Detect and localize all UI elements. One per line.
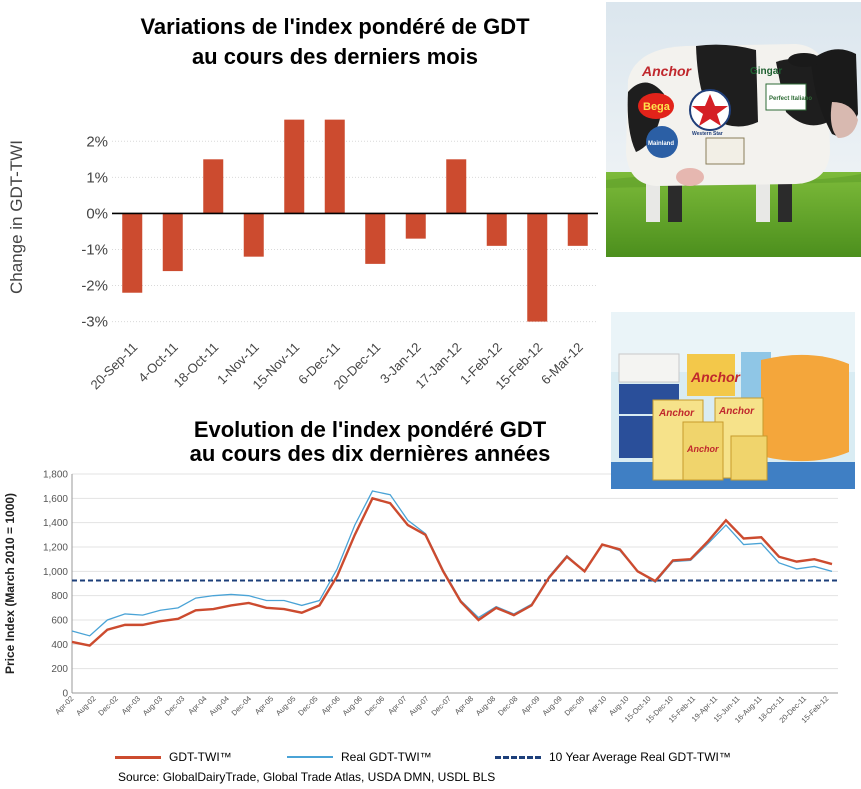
x-tick-label: Aug-09 [540, 694, 563, 717]
cheese-brand-label-4: Anchor [686, 444, 719, 454]
y-tick-label: 0% [86, 205, 108, 222]
x-tick-label: Aug-03 [141, 694, 164, 717]
x-tick-label: Apr-07 [386, 694, 408, 716]
x-tick-label: Aug-02 [74, 694, 97, 717]
cow-brand-bega: Bega [643, 101, 671, 113]
x-tick-label: Dec-02 [96, 694, 119, 717]
x-tick-label: Apr-10 [586, 694, 608, 716]
x-tick-label: 20-Sep-11 [88, 340, 141, 393]
legend-label-gdt-twi: GDT-TWI™ [169, 750, 232, 764]
bar [405, 213, 426, 239]
chart2-title-line1: Evolution de l'index pondéré GDT [193, 417, 547, 442]
x-tick-label: Aug-06 [341, 694, 364, 717]
y-tick-label: 0 [62, 689, 68, 700]
bar [284, 119, 305, 214]
legend-swatch-gdt-twi [115, 755, 161, 759]
y-axis-label: Price Index (March 2010 = 1000) [3, 493, 17, 674]
cheese-brand-label-2: Anchor [658, 408, 695, 419]
monthly-change-bar-chart: 2%1%0%-1%-2%-3%20-Sep-114-Oct-1118-Oct-1… [7, 119, 598, 393]
x-tick-label: Aug-04 [207, 694, 230, 717]
chart2-source: Source: GlobalDairyTrade, Global Trade A… [118, 770, 496, 784]
cheese-brand-label-3: Anchor [718, 406, 755, 417]
y-tick-label: 2% [86, 133, 108, 150]
y-tick-label: -3% [81, 314, 108, 331]
y-tick-label: 1,200 [43, 543, 68, 554]
x-tick-label: Apr-06 [320, 694, 342, 716]
cheese-products-photo: Anchor Anchor Anchor Anchor [611, 312, 855, 489]
y-tick-label: 1,000 [43, 567, 68, 578]
x-tick-label: Dec-06 [363, 694, 386, 717]
x-tick-label: Aug-07 [407, 694, 430, 717]
y-tick-label: 200 [51, 664, 68, 675]
bar [122, 213, 143, 293]
x-tick-label: Dec-03 [163, 694, 186, 717]
legend-label-real-gdt-twi: Real GDT-TWI™ [341, 750, 432, 764]
cheese-brand-label-1: Anchor [690, 369, 742, 385]
x-tick-label: Apr-08 [453, 694, 475, 716]
x-tick-label: Dec-09 [563, 694, 586, 717]
y-tick-label: 600 [51, 616, 68, 627]
y-tick-label: 400 [51, 640, 68, 651]
cow-photo: Anchor Gingar Perfect Italiano Bega West… [606, 2, 861, 257]
gdt-twi-line [71, 496, 833, 647]
bar [324, 119, 345, 214]
y-tick-label: -1% [81, 241, 108, 258]
x-tick-label: Apr-09 [519, 694, 541, 716]
y-tick-label: 800 [51, 591, 68, 602]
cow-brand-gingar: Gingar [750, 66, 782, 77]
x-tick-label: Dec-07 [429, 694, 452, 717]
x-tick-label: 6-Mar-12 [538, 340, 586, 388]
bar [162, 213, 183, 272]
bar [527, 213, 548, 322]
cow-brand-anchor: Anchor [641, 63, 693, 79]
x-tick-label: Apr-04 [186, 694, 208, 716]
ten-year-index-line-chart: 0 200 400 600 800 1,000 1,200 1,400 1,600 1,800 Ap… [3, 470, 838, 725]
x-tick-label: Dec-04 [230, 694, 253, 717]
cow-brand-western-star: Western Star [692, 131, 723, 137]
bar [446, 159, 467, 214]
chart1-title-line2: au cours des derniers mois [191, 44, 479, 69]
x-tick-label: 18-Oct-11 [171, 340, 222, 391]
chart1-title-line1: Variations de l'index pondéré de GDT [140, 14, 530, 39]
x-tick-label: Apr-03 [120, 694, 142, 716]
chart2-title: Evolution de l'index pondéré GDT au cour… [150, 418, 590, 466]
x-tick-label: Dec-05 [296, 694, 319, 717]
y-axis-label: Change in GDT-TWI [7, 140, 26, 294]
x-tick-label: Aug-08 [474, 694, 497, 717]
y-tick-label: 1,600 [43, 494, 68, 505]
y-tick-label: -2% [81, 278, 108, 295]
chart2-legend: GDT-TWI™ Real GDT-TWI™ 10 Year Average R… [0, 746, 861, 786]
bar [365, 213, 386, 264]
y-tick-label: 1,400 [43, 518, 68, 529]
legend-swatch-real-gdt-twi [287, 756, 333, 758]
cow-brand-mainland: Mainland [648, 141, 674, 147]
legend-item-real-gdt-twi: Real GDT-TWI™ [287, 750, 432, 764]
chart2-title-line2: au cours des dix dernières années [189, 441, 551, 466]
legend-label-10y-average: 10 Year Average Real GDT-TWI™ [549, 750, 731, 764]
bar [243, 213, 264, 257]
y-tick-label: 1,800 [43, 470, 68, 481]
legend-item-gdt-twi: GDT-TWI™ [115, 750, 232, 764]
bar [486, 213, 507, 246]
y-tick-label: 1% [86, 169, 108, 186]
chart1-title: Variations de l'index pondéré de GDT au … [80, 12, 590, 72]
legend-item-10y-average: 10 Year Average Real GDT-TWI™ [495, 750, 731, 764]
x-tick-label: Dec-08 [496, 694, 519, 717]
bar [567, 213, 588, 246]
x-tick-label: Apr-05 [253, 694, 275, 716]
legend-swatch-10y-average [495, 755, 541, 759]
cow-brand-perfect-italiano: Perfect Italiano [769, 96, 812, 102]
bar [203, 159, 224, 214]
x-tick-label: Aug-05 [274, 694, 297, 717]
